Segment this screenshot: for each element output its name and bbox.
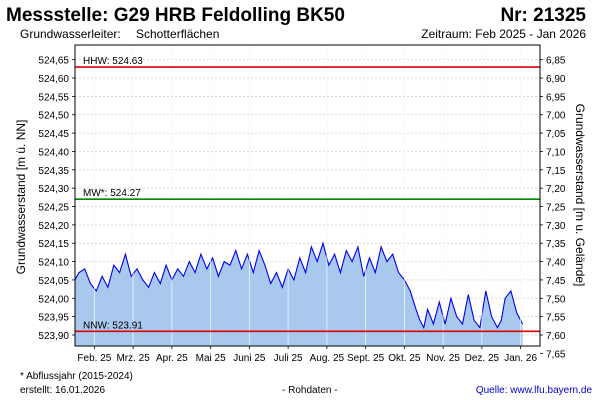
- x-tick-label: Juli 25: [274, 353, 303, 364]
- y-tick-label: 524,30: [38, 184, 69, 195]
- plot-frame: [74, 44, 541, 347]
- x-tick-label: Aug. 25: [310, 353, 345, 364]
- reference-line-label: MW*: 524.27: [83, 188, 141, 199]
- y-right-tick-label: 6,90: [546, 74, 566, 85]
- source-link[interactable]: Quelle: www.lfu.bayern.de: [475, 385, 592, 396]
- y-right-tick-label: 7,30: [546, 221, 566, 232]
- y-right-tick-label: 7,35: [546, 239, 566, 250]
- y-tick-label: 524,15: [38, 239, 69, 250]
- x-tick-label: Mai 25: [196, 353, 226, 364]
- x-tick-label: Sept. 25: [347, 353, 385, 364]
- water-level-line: [74, 241, 524, 330]
- x-tick-label: Nov. 25: [426, 353, 460, 364]
- period-label: Zeitraum: Feb 2025 - Jan 2026: [421, 27, 586, 41]
- y-tick-label: 524,05: [38, 276, 69, 287]
- x-tick-label: Jan. 26: [504, 353, 537, 364]
- y-tick-label: 524,65: [38, 56, 69, 67]
- station-number: Nr: 21325: [500, 5, 586, 26]
- created-date: erstellt: 16.01.2026: [20, 385, 106, 396]
- reference-line-label: NNW: 523.91: [83, 320, 143, 331]
- y-right-tick-label: 6,85: [546, 56, 566, 67]
- x-tick-label: Okt. 25: [388, 353, 421, 364]
- y-tick-label: 524,60: [38, 74, 69, 85]
- y-right-tick-label: 7,55: [546, 313, 566, 324]
- y-axis-label-right: Grundwasserstand [m u. Gelände]: [573, 104, 587, 287]
- x-tick-label: Juni 25: [233, 353, 266, 364]
- y-tick-label: 524,00: [38, 294, 69, 305]
- y-right-tick-label: 7,45: [546, 276, 566, 287]
- y-tick-label: 523,95: [38, 313, 69, 324]
- footnote: * Abflussjahr (2015-2024): [20, 371, 133, 382]
- y-right-tick-label: 7,00: [546, 111, 566, 122]
- y-right-tick-label: 7,40: [546, 258, 566, 269]
- y-right-tick-label: 7,65: [546, 349, 566, 360]
- y-right-tick-label: 7,15: [546, 166, 566, 177]
- raw-data-note: - Rohdaten -: [282, 385, 338, 396]
- aquifer-value: Schotterflächen: [136, 27, 220, 41]
- y-right-tick-label: 7,25: [546, 203, 566, 214]
- x-tick-label: Apr. 25: [156, 353, 188, 364]
- y-axis-label-left: Grundwasserstand [m ü. NN]: [14, 120, 28, 275]
- y-right-tick-label: 6,95: [546, 92, 566, 103]
- y-tick-label: 524,40: [38, 147, 69, 158]
- y-tick-label: 523,90: [38, 331, 69, 342]
- reference-line-label: HHW: 524.63: [83, 56, 143, 67]
- y-tick-label: 524,45: [38, 129, 69, 140]
- y-right-tick-label: 7,10: [546, 147, 566, 158]
- y-right-tick-label: 7,20: [546, 184, 566, 195]
- y-tick-label: 524,50: [38, 111, 69, 122]
- x-tick-label: Feb. 25: [77, 353, 111, 364]
- y-tick-label: 524,20: [38, 221, 69, 232]
- y-tick-label: 524,35: [38, 166, 69, 177]
- y-tick-label: 524,10: [38, 258, 69, 269]
- y-tick-label: 524,55: [38, 92, 69, 103]
- y-tick-label: 524,25: [38, 203, 69, 214]
- y-right-tick-label: 7,50: [546, 294, 566, 305]
- x-tick-label: Mrz. 25: [116, 353, 150, 364]
- aquifer-label: Grundwasserleiter:: [20, 27, 121, 41]
- y-right-tick-label: 7,60: [546, 331, 566, 342]
- y-right-tick-label: 7,05: [546, 129, 566, 140]
- x-tick-label: Dez. 25: [465, 353, 500, 364]
- station-title: Messstelle: G29 HRB Feldolling BK50: [6, 5, 345, 26]
